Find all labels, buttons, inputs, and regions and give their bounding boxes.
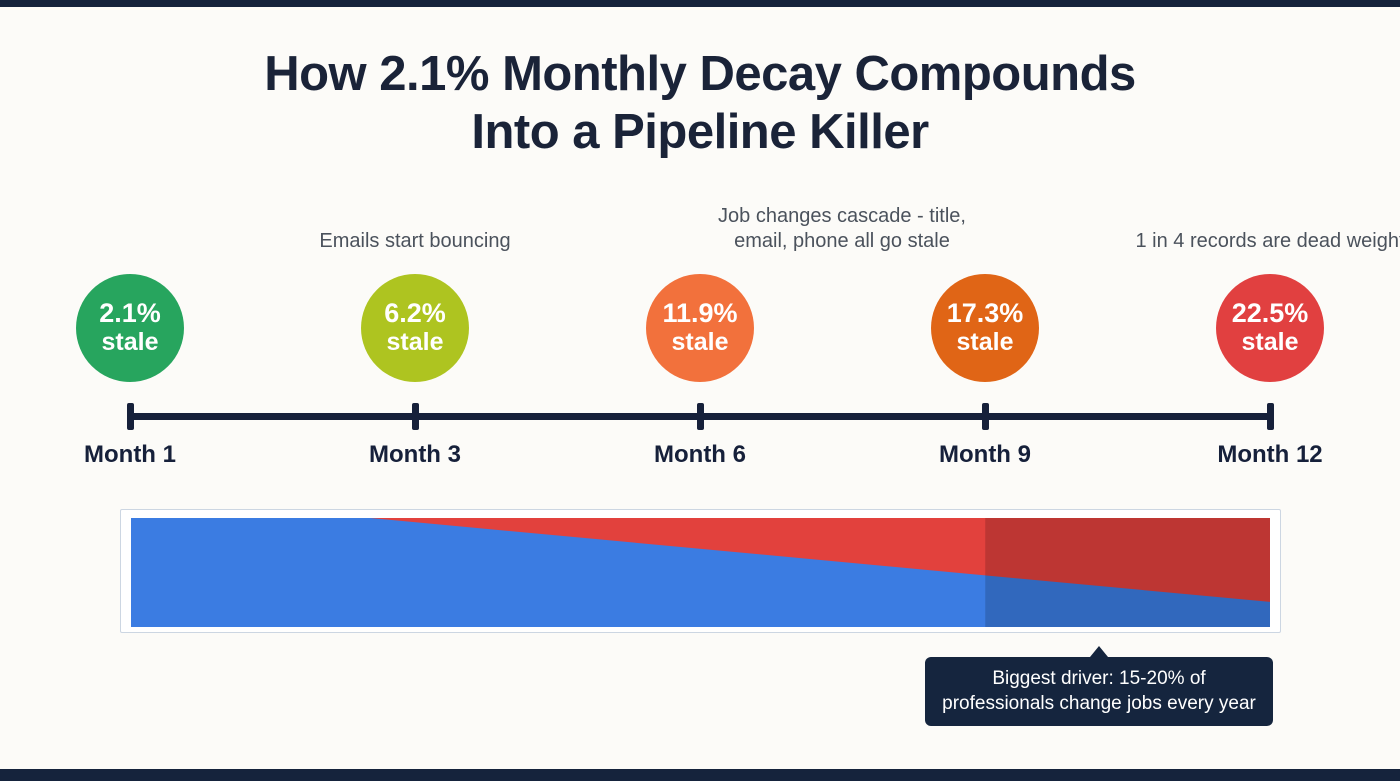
milestone-annotation	[0, 196, 266, 254]
axis-tick	[981, 403, 989, 430]
page-title: How 2.1% Monthly Decay Compounds Into a …	[0, 46, 1400, 162]
decay-area-chart-svg	[131, 518, 1270, 627]
milestone-annotation: Job changes cascade - title, email, phon…	[718, 205, 966, 252]
callout-text: Biggest driver: 15-20% of professionals …	[942, 668, 1256, 714]
axis-tick	[1266, 403, 1274, 430]
month-label: Month 3	[369, 441, 461, 468]
stale-percent-bubble: 6.2% stale	[361, 274, 469, 382]
stale-percent-value: 17.3%	[946, 298, 1024, 329]
milestone-month-3: Emails start bouncing 6.2% stale Month 3	[265, 196, 565, 469]
decay-area-chart	[120, 509, 1281, 633]
milestone-annotation: 1 in 4 records are dead weight	[1135, 230, 1400, 252]
axis-tick	[696, 403, 704, 430]
stale-percent-value: 6.2%	[384, 298, 446, 329]
bottom-edge-bar	[0, 769, 1400, 781]
stale-percent-unit: stale	[956, 328, 1014, 357]
biggest-driver-callout: Biggest driver: 15-20% of professionals …	[925, 646, 1273, 727]
milestone-annotation	[849, 196, 1121, 254]
stale-percent-unit: stale	[101, 328, 159, 357]
milestone-month-6: Job changes cascade - title, email, phon…	[550, 196, 966, 469]
stale-percent-value: 2.1%	[99, 298, 161, 329]
top-edge-bar	[0, 0, 1400, 7]
stale-percent-bubble: 17.3% stale	[931, 274, 1039, 382]
stale-percent-bubble: 22.5% stale	[1216, 274, 1324, 382]
milestone-month-12: 1 in 4 records are dead weight 22.5% sta…	[1120, 196, 1400, 469]
stale-percent-value: 22.5%	[1231, 298, 1309, 329]
title-line-1: How 2.1% Monthly Decay Compounds	[264, 47, 1136, 101]
callout-arrow-up	[1090, 646, 1108, 657]
title-line-2: Into a Pipeline Killer	[471, 104, 929, 159]
job-change-highlight-region	[985, 518, 1270, 627]
month-label: Month 1	[84, 441, 176, 468]
milestone-month-1: 2.1% stale Month 1	[0, 196, 280, 469]
month-label: Month 9	[939, 441, 1031, 468]
stale-percent-unit: stale	[386, 328, 444, 357]
stale-percent-unit: stale	[671, 328, 729, 357]
axis-tick	[411, 403, 419, 430]
stale-percent-unit: stale	[1241, 328, 1299, 357]
milestone-annotation: Emails start bouncing	[319, 230, 511, 252]
month-label: Month 6	[654, 441, 746, 468]
stale-percent-bubble: 2.1% stale	[76, 274, 184, 382]
stale-percent-value: 11.9%	[662, 298, 738, 329]
axis-tick	[126, 403, 134, 430]
month-label: Month 12	[1217, 441, 1323, 468]
stale-percent-bubble: 11.9% stale	[646, 274, 754, 382]
milestone-month-9: 17.3% stale Month 9	[835, 196, 1135, 469]
